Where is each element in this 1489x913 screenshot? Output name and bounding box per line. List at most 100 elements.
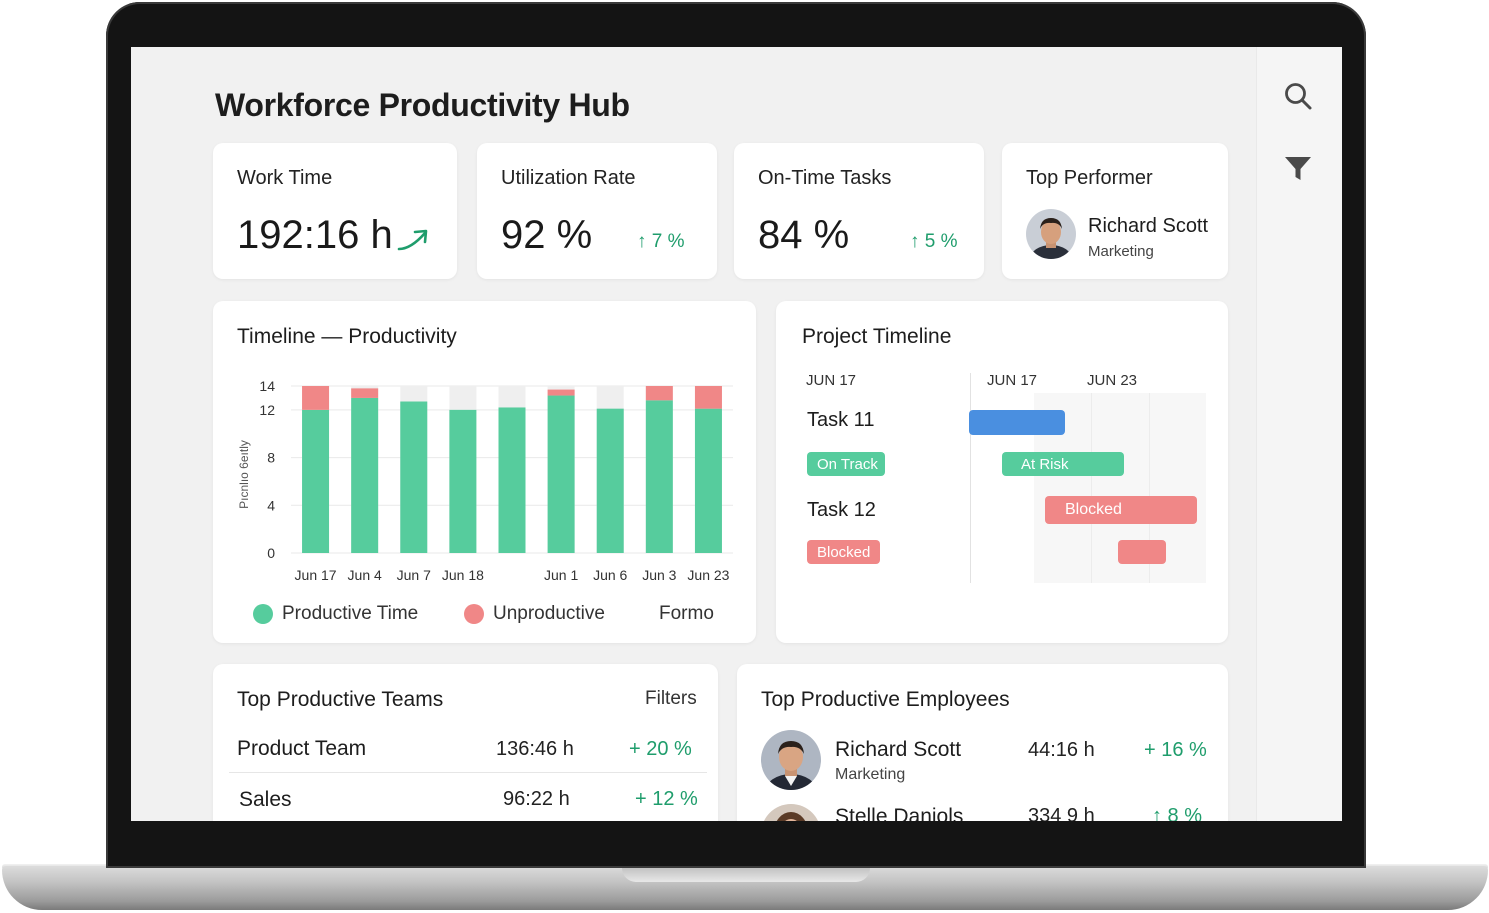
app-screen: Workforce Productivity Hub Work Time 192…: [131, 47, 1342, 821]
x-tick-label: Jun 1: [544, 567, 578, 583]
page-title: Workforce Productivity Hub: [215, 87, 630, 123]
legend-swatch: [464, 604, 484, 624]
gantt-bar-at-risk[interactable]: At Risk: [1002, 452, 1124, 476]
employee-delta: ↑ 8 %: [1152, 805, 1203, 821]
gantt-bar-task-12[interactable]: [1118, 540, 1166, 564]
x-tick-label: Jun 18: [442, 567, 484, 583]
employee-time: 44:16 h: [1028, 739, 1095, 761]
y-tick-label: 8: [267, 450, 275, 466]
legend-swatch: [253, 604, 273, 624]
productivity-bar-chart: 0 4 8 12 14 Pıcnlıo 6eıtly Jun 17 Jun 4 Jun 7 Jun…: [237, 378, 733, 583]
teams-title: Top Productive Teams: [237, 688, 444, 711]
kpi-delta: ↑ 7 %: [637, 231, 685, 252]
legend-label: Formo: [659, 603, 714, 624]
team-delta: + 12 %: [635, 788, 698, 810]
timeline-date: JUN 23: [1087, 372, 1138, 389]
kpi-value: 84 %: [758, 213, 850, 257]
kpi-value: 92 %: [501, 213, 593, 257]
top-performer-name: Richard Scott: [1088, 215, 1209, 237]
timeline-date: JUN 17: [806, 372, 857, 389]
employee-name[interactable]: Stelle Daniols: [835, 805, 964, 821]
legend-label: Productive Time: [282, 603, 419, 624]
work-time-card[interactable]: Work Time 192:16 h: [213, 143, 457, 279]
employees-title: Top Productive Employees: [761, 688, 1010, 711]
avatar: [761, 730, 821, 790]
row-divider: [229, 772, 707, 773]
kpi-label: Top Performer: [1026, 167, 1153, 189]
bar-productive: [547, 395, 575, 553]
search-icon: [1285, 83, 1312, 110]
trend-up-arrow-icon: [397, 229, 428, 251]
on-time-tasks-card[interactable]: On-Time Tasks 84 % ↑ 5 %: [734, 143, 984, 279]
top-performer-department: Marketing: [1088, 243, 1154, 260]
project-timeline-title: Project Timeline: [802, 325, 952, 348]
filters-link[interactable]: Filters: [645, 688, 697, 709]
gantt-bar-blocked[interactable]: Blocked: [1045, 496, 1197, 524]
bar-productive: [645, 400, 673, 553]
kpi-delta: ↑ 5 %: [910, 231, 958, 252]
filter-button[interactable]: [1281, 151, 1315, 185]
y-tick-label: 4: [267, 497, 275, 513]
chart-title: Timeline — Productivity: [237, 325, 457, 348]
bar-unproductive: [351, 388, 379, 398]
y-tick-label: 12: [259, 402, 275, 418]
laptop-notch: [622, 866, 870, 882]
avatar: [1026, 209, 1076, 259]
utilization-card[interactable]: Utilization Rate 92 % ↑ 7 %: [477, 143, 717, 279]
bar-productive: [498, 407, 526, 553]
x-tick-label: Jun 6: [593, 567, 627, 583]
bar-productive: [596, 408, 624, 553]
timeline-axis: [970, 373, 971, 583]
x-tick-label: Jun 3: [642, 567, 676, 583]
bar-unproductive: [547, 389, 575, 396]
bar-unproductive: [645, 386, 673, 401]
legend-productive[interactable]: Productive Time: [253, 603, 418, 625]
bar-productive: [302, 409, 330, 553]
x-tick-label: Jun 23: [687, 567, 729, 583]
top-teams-card: Top Productive Teams Filters Product Tea…: [213, 664, 718, 821]
gantt-bar-task-11[interactable]: [969, 410, 1065, 435]
x-tick-label: Jun 4: [348, 567, 382, 583]
employee-delta: + 16 %: [1144, 739, 1207, 761]
team-name[interactable]: Sales: [239, 788, 292, 811]
avatar: [761, 804, 821, 821]
team-time: 96:22 h: [503, 788, 570, 810]
top-performer-card[interactable]: Top Performer Richard Scott Marketing: [1002, 143, 1228, 279]
bar-unproductive: [302, 386, 330, 410]
filter-icon: [1285, 157, 1311, 180]
search-button[interactable]: [1281, 79, 1315, 113]
status-badge-on-track[interactable]: On Track: [807, 452, 885, 476]
project-timeline-card: Project Timeline JUN 17 JUN 17 JUN 23 Ta…: [776, 301, 1228, 643]
timeline-gridline: [1091, 393, 1092, 583]
x-tick-label: Jun 17: [295, 567, 337, 583]
bar-productive: [694, 408, 722, 553]
kpi-label: On-Time Tasks: [758, 167, 892, 189]
kpi-label: Utilization Rate: [501, 167, 636, 189]
task-name: Task 12: [807, 499, 876, 521]
bar-unproductive: [694, 386, 722, 409]
x-tick-label: Jun 7: [397, 567, 431, 583]
tool-rail: [1256, 47, 1342, 821]
y-tick-label: 14: [259, 378, 275, 394]
y-axis-label: Pıcnlıo 6eıtly: [237, 440, 251, 509]
timeline-gridline: [1149, 393, 1150, 583]
status-badge-blocked[interactable]: Blocked: [807, 540, 880, 564]
legend-formo[interactable]: Formo: [659, 603, 714, 625]
legend-label: Unproductive: [493, 603, 605, 624]
bar-productive: [351, 397, 379, 553]
employee-time: 334 9 h: [1028, 805, 1095, 821]
team-name[interactable]: Product Team: [237, 737, 367, 760]
top-employees-card: Top Productive Employees Richard Scott M…: [737, 664, 1228, 821]
productivity-chart-card: Timeline — Productivity 0 4 8 12 14 Pıcnlıo 6…: [213, 301, 756, 643]
legend-unproductive[interactable]: Unproductive: [464, 603, 605, 625]
y-tick-label: 0: [267, 545, 275, 561]
team-time: 136:46 h: [496, 738, 574, 760]
team-delta: + 20 %: [629, 738, 692, 760]
bar-productive: [449, 409, 477, 553]
bar-productive: [400, 401, 428, 553]
timeline-date: JUN 17: [987, 372, 1038, 389]
employee-name[interactable]: Richard Scott: [835, 738, 962, 761]
kpi-label: Work Time: [237, 167, 333, 189]
employee-department: Marketing: [835, 766, 906, 783]
